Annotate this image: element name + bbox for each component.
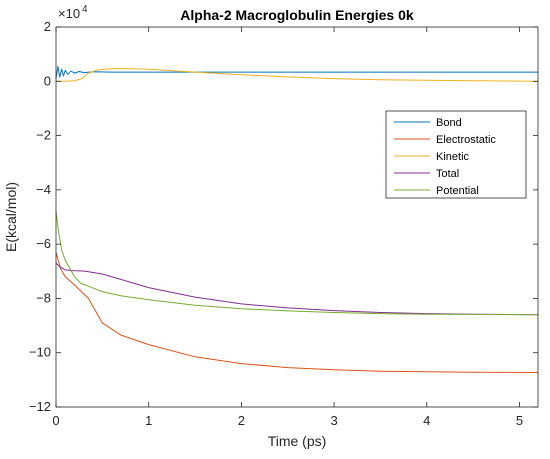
chart-title: Alpha-2 Macroglobulin Energies 0k — [180, 7, 414, 23]
series-line-electrostatic — [55, 252, 539, 373]
y-tick-label: −6 — [36, 236, 51, 251]
y-exponent-power: 4 — [82, 4, 88, 15]
legend-label-potential: Potential — [436, 185, 479, 197]
series-layer — [55, 65, 539, 373]
x-tick-label: 4 — [423, 413, 430, 428]
series-line-kinetic — [56, 68, 539, 82]
y-tick-label: 2 — [44, 19, 51, 34]
series-line-potential — [55, 211, 539, 316]
legend-label-total: Total — [436, 168, 459, 180]
series-line-total — [55, 262, 539, 316]
y-exponent-base: ×10 — [58, 6, 80, 21]
x-tick-label: 0 — [52, 413, 59, 428]
y-axis-label: E(kcal/mol) — [3, 182, 19, 252]
axes-box — [55, 26, 539, 408]
y-tick-label: −2 — [36, 128, 51, 143]
legend-label-bond: Bond — [436, 117, 462, 129]
x-tick-label: 5 — [516, 413, 523, 428]
legend-label-kinetic: Kinetic — [436, 151, 470, 163]
x-axis-label: Time (ps) — [268, 433, 327, 449]
x-tick-label: 1 — [145, 413, 152, 428]
legend-box — [385, 110, 527, 199]
x-tick-label: 3 — [330, 413, 337, 428]
legend: Bond Electrostatic Kinetic Total Potential — [385, 110, 527, 199]
y-tick-label: 0 — [44, 73, 51, 88]
series-line-bond — [55, 65, 538, 79]
y-tick-label: −4 — [36, 182, 51, 197]
x-tick-label: 2 — [238, 413, 245, 428]
y-tick-label: −10 — [29, 345, 51, 360]
plot-area — [56, 27, 538, 407]
legend-label-electrostatic: Electrostatic — [436, 134, 496, 146]
y-tick-label: −12 — [29, 399, 51, 414]
y-tick-label: −8 — [36, 290, 51, 305]
